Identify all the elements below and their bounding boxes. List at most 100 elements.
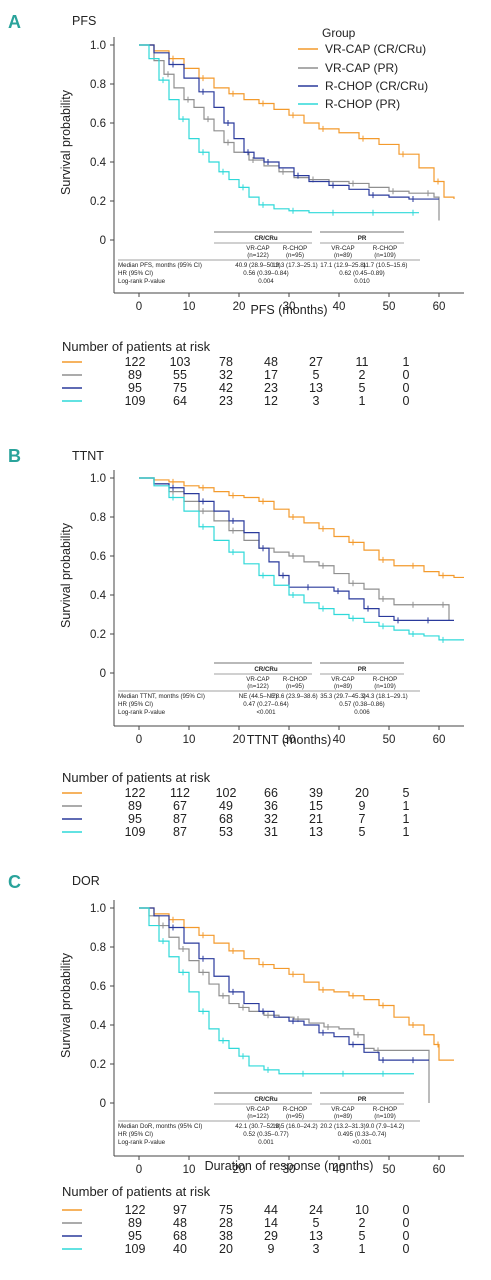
risk-cell: 13 [309,1229,323,1243]
risk-cell: 32 [264,812,278,826]
y-tick-label: 0 [100,668,106,680]
risk-cell: 89 [128,799,142,813]
table-cell: 0.47 (0.27–0.64) [243,701,288,708]
legend-entry-vrcap-pr: VR-CAP (PR) [298,61,398,75]
table-cell: NE (44.5–NE) [239,693,278,700]
risk-cell: 109 [125,825,146,839]
x-tick-label: 0 [136,301,142,313]
risk-cell: 48 [173,1216,187,1230]
risk-cell: 3 [313,394,320,408]
risk-table-title: Number of patients at risk [62,770,211,785]
table-cell: 0.52 (0.35–0.77) [243,1131,288,1138]
risk-cell: 31 [264,825,278,839]
risk-cell: 5 [359,1229,366,1243]
series-line-vrcap_pr [139,44,440,221]
y-tick-label: 0.2 [90,196,106,208]
table-col-header-n: (n=89) [334,1113,352,1120]
table-row-label: Median TTNT, months (95% CI) [118,693,205,700]
y-tick-label: 0.2 [90,629,106,641]
risk-cell: 5 [359,381,366,395]
table-col-header-n: (n=89) [334,683,352,690]
risk-cell: 42 [219,381,233,395]
table-cell: 35.3 (29.7–45.3) [320,693,365,700]
risk-cell: 95 [128,812,142,826]
risk-cell: 1 [403,812,410,826]
x-tick-label: 20 [233,1164,246,1176]
table-row-label: HR (95% CI) [118,1131,153,1138]
table-cell: 9.0 (7.9–14.2) [366,1123,405,1130]
series-line-vrcap_pr [139,477,450,621]
x-tick-label: 30 [283,734,296,746]
risk-cell: 67 [173,799,187,813]
y-tick-label: 0.8 [90,512,106,524]
table-col-header-n: (n=122) [247,252,269,259]
y-axis-label: Survival probability [59,522,73,628]
risk-cell: 5 [359,825,366,839]
risk-cell: 87 [173,812,187,826]
stats-table: CR/CRu PRVR-CAP(n=122)R-CHOP(n=95)VR-CAP(… [118,662,420,716]
y-tick-label: 0.6 [90,551,106,563]
x-tick-label: 50 [383,301,396,313]
table-cell: 18.5 (16.0–24.2) [272,1123,317,1130]
x-tick-label: 60 [433,301,446,313]
risk-cell: 112 [170,786,190,800]
table-cell: 11.7 (10.5–15.6) [363,262,408,269]
series-line-rchop_pr [139,907,414,1075]
y-tick-label: 0.4 [90,157,107,169]
risk-cell: 0 [403,381,410,395]
risk-cell: 75 [173,381,187,395]
x-tick-label: 30 [283,301,296,313]
table-col-header: R-CHOP [373,1106,397,1113]
x-tick-label: 10 [183,1164,196,1176]
table-cell: 19.3 (17.3–25.1) [272,262,317,269]
risk-cell: 89 [128,1216,142,1230]
risk-cell: 44 [264,1203,278,1217]
legend-entry-rchop-crcru: R-CHOP (CR/CRu) [298,79,428,93]
risk-cell: 95 [128,1229,142,1243]
y-tick-label: 0.6 [90,118,106,130]
table-group-header: CR/CRu [254,1096,278,1103]
table-group-header: PR [358,666,367,673]
series-line-vrcap_crcru [139,907,454,1061]
risk-cell: 23 [219,394,233,408]
x-tick-label: 10 [183,301,196,313]
panel-title: PFS [72,14,96,28]
table-col-header: VR-CAP [246,245,269,252]
risk-cell: 122 [125,786,146,800]
x-tick-label: 0 [136,734,142,746]
legend-entry-vrcap-crcru: VR-CAP (CR/CRu) [298,42,426,56]
legend-label: VR-CAP (CR/CRu) [325,42,426,56]
table-col-header-n: (n=122) [247,1113,269,1120]
table-cell: 40.9 (28.9–50.2) [235,262,280,269]
risk-cell: 122 [125,1203,146,1217]
table-col-header-n: (n=95) [286,252,304,259]
table-col-header: R-CHOP [283,676,307,683]
table-cell: 0.57 (0.38–0.86) [339,701,384,708]
risk-cell: 9 [268,1242,275,1256]
risk-table-title: Number of patients at risk [62,339,211,354]
risk-cell: 5 [313,1216,320,1230]
x-tick-label: 50 [383,1164,396,1176]
panel-letter: B [8,446,21,466]
table-cell: 20.2 (13.2–31.3) [320,1123,365,1130]
risk-cell: 17 [264,368,278,382]
risk-cell: 49 [219,799,233,813]
x-tick-label: 40 [333,1164,346,1176]
table-cell: 0.62 (0.45–0.89) [339,270,384,277]
risk-cell: 3 [313,1242,320,1256]
x-tick-label: 20 [233,734,246,746]
risk-cell: 38 [219,1229,233,1243]
risk-cell: 78 [219,355,233,369]
y-tick-label: 0.8 [90,79,106,91]
y-tick-label: 0 [100,235,106,247]
table-cell: 24.3 (18.1–29.1) [362,693,407,700]
stats-table: CR/CRu PRVR-CAP(n=122)R-CHOP(n=95)VR-CAP(… [118,231,420,285]
x-tick-label: 40 [333,301,346,313]
risk-cell: 20 [219,1242,233,1256]
legend-label: VR-CAP (PR) [325,61,398,75]
x-axis-label: PFS (months) [250,303,327,317]
